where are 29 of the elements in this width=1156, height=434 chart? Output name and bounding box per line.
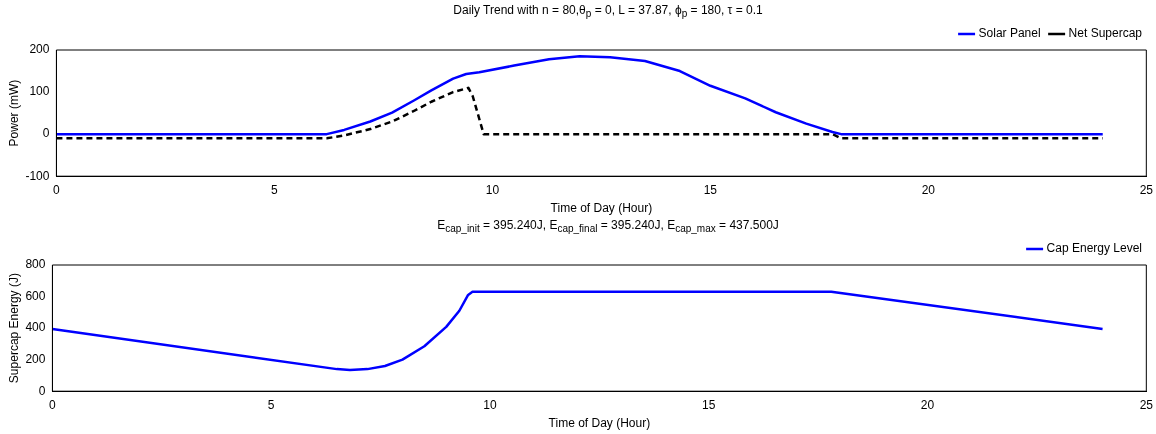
legend-label: Cap Energy Level [1046, 241, 1142, 256]
y-axis-title: Power (mW) [6, 79, 21, 147]
x-tick-label: 25 [1139, 182, 1154, 197]
x-tick-label: 20 [921, 182, 936, 197]
chart-title: Daily Trend with n = 80,θ$_{p}$ = 0, L = 37.87, ϕ$_{p}$ = 180, τ = 0.1 [452, 2, 764, 20]
y-tick-label: 800 [25, 257, 46, 272]
legend-label: Solar Panel [978, 26, 1041, 41]
y-tick-label: 0 [38, 383, 46, 398]
x-tick-label: 5 [267, 397, 275, 412]
y-tick-label: -100 [25, 168, 50, 183]
x-tick-label: 10 [483, 397, 497, 412]
x-tick-label: 0 [53, 182, 61, 197]
x-tick-label: 25 [1139, 397, 1154, 412]
y-tick-label: 200 [29, 42, 50, 57]
x-tick-label: 10 [485, 182, 500, 197]
y-tick-label: 400 [25, 320, 46, 335]
x-tick-label: 5 [271, 182, 279, 197]
x-tick-label: 15 [702, 397, 716, 412]
y-tick-label: 600 [25, 288, 46, 303]
y-axis-title: Supercap Energy (J) [6, 273, 21, 384]
y-tick-label: 200 [25, 351, 46, 366]
chart-title: E$_{cap_init}$ = 395.240J, E$_{cap_final}$ = 395.240J, E$_{cap_max}$ = 437.500J [436, 217, 780, 235]
y-tick-label: 100 [29, 84, 50, 99]
x-axis-title: Time of Day (Hour) [548, 416, 651, 431]
legend-label: Net Supercap [1068, 26, 1143, 41]
x-axis-title: Time of Day (Hour) [550, 201, 653, 216]
x-tick-label: 15 [703, 182, 718, 197]
x-tick-label: 20 [920, 397, 935, 412]
y-tick-label: 0 [42, 126, 50, 141]
